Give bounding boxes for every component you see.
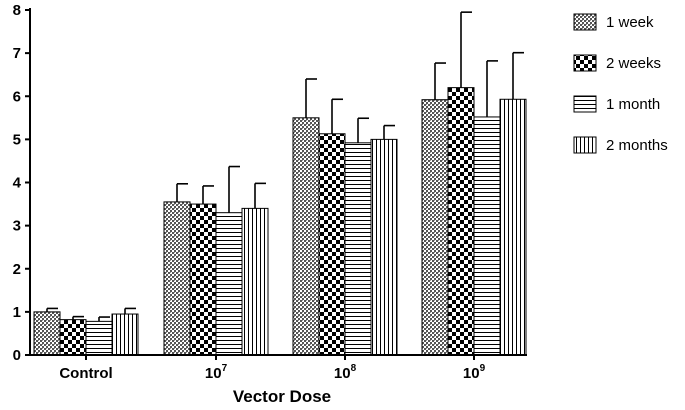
legend-label-2-weeks: 2 weeks	[606, 55, 661, 72]
bar-2-weeks-3	[447, 87, 475, 356]
y-tick-label-5: 5	[13, 131, 21, 148]
x-tick-label-2: 108	[334, 363, 357, 382]
bar-2-weeks-1	[189, 203, 217, 356]
y-tick-label-2: 2	[13, 261, 21, 278]
y-tick-label-0: 0	[13, 347, 21, 364]
bar-1-week-2	[292, 117, 320, 356]
y-tick-label-8: 8	[13, 2, 21, 19]
legend-label-1-week: 1 week	[606, 14, 654, 31]
bar-2-weeks-0	[59, 319, 87, 356]
legend-swatch-1-week	[573, 13, 597, 31]
bar-2-months-0	[111, 313, 139, 356]
bar-1-month-1	[215, 212, 243, 356]
legend-swatch-1-month	[573, 95, 597, 113]
bar-1-month-0	[85, 320, 113, 356]
y-tick-label-1: 1	[13, 304, 21, 321]
bar-1-week-1	[163, 201, 191, 356]
bar-2-months-3	[499, 98, 527, 356]
y-tick-label-7: 7	[13, 45, 21, 62]
x-axis-title: Vector Dose	[233, 387, 331, 406]
bar-2-months-1	[241, 207, 269, 356]
x-tick-label-0: Control	[59, 365, 112, 382]
legend-label-1-month: 1 month	[606, 96, 660, 113]
legend-swatch-2-weeks	[573, 54, 597, 72]
bar-2-months-2	[370, 138, 398, 356]
bar-1-week-0	[33, 311, 61, 356]
y-tick-label-3: 3	[13, 218, 21, 235]
bar-2-weeks-2	[318, 133, 346, 356]
bar-1-week-3	[421, 99, 449, 356]
legend-label-2-months: 2 months	[606, 137, 668, 154]
x-tick-label-3: 109	[463, 363, 486, 382]
y-tick-label-4: 4	[13, 175, 22, 192]
y-tick-label-6: 6	[13, 88, 21, 105]
x-tick-label-1: 107	[205, 363, 228, 382]
bar-1-month-3	[473, 116, 501, 356]
bar-1-month-2	[344, 142, 372, 356]
legend-swatch-2-months	[573, 136, 597, 154]
